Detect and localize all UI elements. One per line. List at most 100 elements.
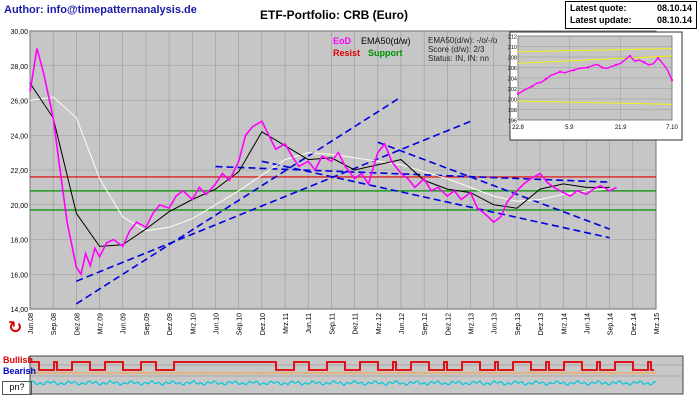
x-tick-label: Mrz.11 (283, 313, 290, 334)
inset-y-tick-label: 206 (508, 66, 517, 72)
inset-x-tick-label: 5.9 (565, 125, 574, 131)
y-tick-label: 24,00 (10, 133, 28, 140)
inset-upper-band (517, 48, 673, 53)
y-tick-label: 18,00 (10, 238, 28, 245)
bullish-bearish-step-line (30, 361, 654, 371)
chart-title: ETF-Portfolio: CRB (Euro) (260, 8, 408, 22)
latest-update-label: Latest update: (570, 15, 632, 25)
inset-price-point (586, 66, 590, 69)
inset-x-tick-label: 7.10 (666, 125, 678, 131)
inset-mid-band (517, 55, 673, 64)
latest-quote-value: 08.10.14 (656, 3, 692, 13)
trend-channel-line (261, 160, 610, 239)
x-tick-label: Dez.08 (74, 313, 81, 335)
inset-y-tick-label: 202 (508, 87, 517, 93)
inset-y-tick-label: 198 (508, 108, 517, 114)
x-tick-label: Dez.10 (260, 313, 267, 335)
x-tick-label: Sep.09 (144, 313, 151, 335)
x-tick-label: Mrz.14 (561, 313, 568, 335)
inset-price-point (628, 54, 632, 58)
quote-info-box: Latest quote: 08.10.14 Latest update: 08… (565, 1, 697, 29)
inset-price-point (642, 61, 646, 64)
legend: EoD EMA50(d/w) Resist Support (333, 36, 411, 58)
y-tick-label: 16,00 (10, 272, 28, 279)
inset-price-point (530, 85, 534, 88)
y-tick-label: 26,00 (10, 99, 28, 106)
y-tick-label: 20,00 (10, 203, 28, 210)
inset-x-tick-label: 21.9 (615, 125, 627, 131)
inset-price-point (516, 92, 520, 95)
y-tick-label: 14,00 (10, 307, 28, 314)
slow-average-line (29, 96, 610, 232)
x-tick-label: Mrz.13 (469, 313, 476, 335)
x-tick-label: Mrz.09 (98, 313, 105, 335)
y-tick-label: 30,00 (10, 29, 28, 36)
inset-price-point (614, 63, 618, 67)
indicator-orange-line (29, 371, 657, 375)
refresh-icon[interactable]: ↻ (8, 318, 23, 338)
legend-eod: EoD (333, 36, 351, 46)
x-tick-label: Jun.12 (399, 313, 406, 334)
inset-y-tick-label: 204 (508, 77, 517, 83)
x-tick-label: Dez.11 (353, 313, 360, 335)
x-tick-label: Sep.10 (237, 313, 244, 335)
bearish-label: Bearish (3, 366, 37, 376)
inset-x-tick-label: 22.8 (512, 125, 524, 131)
inset-lower-band (517, 100, 673, 105)
eod-price-line (29, 48, 617, 277)
inset-price-point (544, 77, 548, 81)
ema-trend-text: EMA50(d/w): -/o/-/o (428, 36, 498, 45)
y-tick-label: 22,00 (10, 168, 28, 175)
x-tick-label: Mrz.15 (654, 313, 661, 335)
inset-y-tick-label: 212 (508, 35, 517, 41)
ema50-line (29, 82, 610, 247)
bullish-label: Bullish (3, 355, 34, 365)
score-text: Score (d/w): 2/3 (428, 45, 485, 54)
x-tick-label: Mrz.12 (376, 313, 383, 335)
x-tick-label: Dez.12 (445, 313, 452, 335)
inset-y-tick-label: 208 (508, 56, 517, 62)
legend-row-2: Resist Support (333, 48, 411, 58)
inset-price-point (572, 68, 576, 72)
y-tick-label: 28,00 (10, 64, 28, 71)
latest-quote-label: Latest quote: (570, 3, 627, 13)
legend-support: Support (368, 48, 403, 58)
inset-price-point (670, 78, 674, 82)
latest-update-value: 08.10.14 (656, 15, 692, 25)
x-tick-label: Sep.14 (608, 313, 615, 335)
indicator-cyan-line (29, 379, 657, 387)
x-tick-label: Sep.13 (515, 313, 522, 335)
x-tick-label: Sep.08 (51, 313, 58, 335)
legend-ema: EMA50(d/w) (361, 36, 411, 46)
x-tick-label: Sep.11 (329, 313, 336, 335)
inset-y-tick-label: 210 (508, 45, 517, 51)
x-tick-label: Jun.14 (584, 313, 591, 334)
x-tick-label: Jun.08 (28, 313, 35, 334)
inset-y-tick-label: 196 (508, 119, 517, 125)
x-tick-label: Dez.14 (631, 313, 638, 335)
status-text: Status: IN, IN: nn (428, 54, 489, 63)
legend-row-1: EoD EMA50(d/w) (333, 36, 411, 46)
trend-channel-line (75, 96, 402, 305)
indicator-plot-area (29, 355, 684, 395)
x-tick-label: Jun.11 (306, 313, 313, 334)
legend-resist: Resist (333, 48, 361, 58)
x-tick-label: Dez.09 (167, 313, 174, 335)
trend-channel-line (377, 141, 610, 230)
indicator-strip (29, 355, 684, 395)
x-tick-label: Sep.12 (422, 313, 429, 335)
x-tick-label: Mrz.10 (190, 313, 197, 335)
x-tick-label: Dez.13 (538, 313, 545, 335)
x-tick-label: Jun.09 (121, 313, 128, 334)
inset-price-point (558, 70, 562, 73)
latest-update-row: Latest update: 08.10.14 (566, 14, 696, 26)
status-block: EMA50(d/w): -/o/-/o Score (d/w): 2/3 Sta… (428, 36, 497, 63)
inset-eod-line (517, 55, 673, 95)
author-label: Author: info@timepatternanalysis.de (4, 4, 197, 16)
inset-price-point (656, 56, 660, 60)
trend-channel-line (76, 120, 471, 282)
inset-price-point (600, 66, 604, 69)
